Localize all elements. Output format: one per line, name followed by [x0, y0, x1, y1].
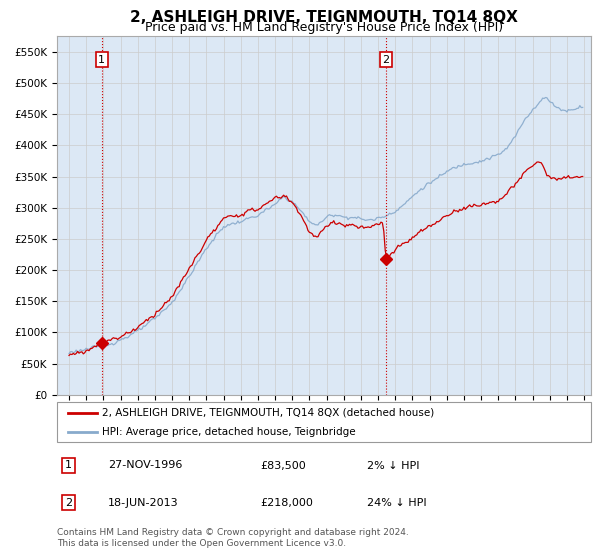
- FancyBboxPatch shape: [57, 402, 591, 442]
- Text: £83,500: £83,500: [260, 460, 305, 470]
- Text: £218,000: £218,000: [260, 498, 313, 507]
- Text: 2: 2: [65, 498, 72, 507]
- Text: 1: 1: [98, 55, 106, 65]
- Text: 2: 2: [382, 55, 389, 65]
- Text: 2, ASHLEIGH DRIVE, TEIGNMOUTH, TQ14 8QX: 2, ASHLEIGH DRIVE, TEIGNMOUTH, TQ14 8QX: [130, 11, 518, 25]
- Text: HPI: Average price, detached house, Teignbridge: HPI: Average price, detached house, Teig…: [103, 427, 356, 437]
- Text: 24% ↓ HPI: 24% ↓ HPI: [367, 498, 427, 507]
- Text: 18-JUN-2013: 18-JUN-2013: [108, 498, 178, 507]
- Text: 27-NOV-1996: 27-NOV-1996: [108, 460, 182, 470]
- Text: 2, ASHLEIGH DRIVE, TEIGNMOUTH, TQ14 8QX (detached house): 2, ASHLEIGH DRIVE, TEIGNMOUTH, TQ14 8QX …: [103, 408, 434, 418]
- Text: Price paid vs. HM Land Registry's House Price Index (HPI): Price paid vs. HM Land Registry's House …: [145, 21, 503, 35]
- Text: 2% ↓ HPI: 2% ↓ HPI: [367, 460, 419, 470]
- Text: 1: 1: [65, 460, 72, 470]
- Text: Contains HM Land Registry data © Crown copyright and database right 2024.
This d: Contains HM Land Registry data © Crown c…: [57, 528, 409, 548]
